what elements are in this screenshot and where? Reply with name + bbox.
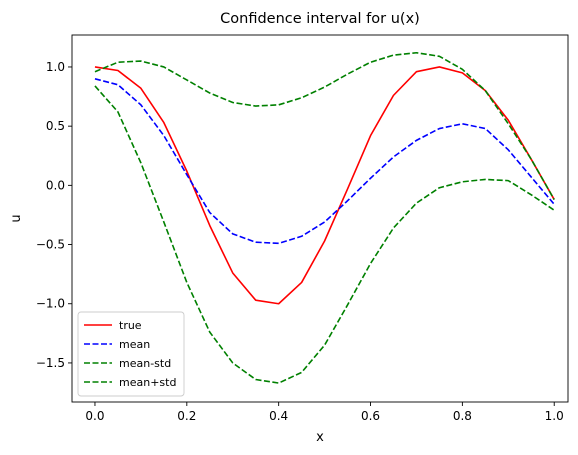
x-tick-label: 0.6 (361, 409, 380, 423)
legend-box (77, 311, 185, 397)
x-tick-label: 1.0 (545, 409, 564, 423)
x-axis: 0.0 0.2 0.4 0.6 0.8 1.0 (85, 402, 564, 423)
legend-label-true: true (119, 319, 142, 332)
plot-frame (71, 34, 569, 403)
x-axis-label: x (316, 430, 324, 445)
y-tick-label: 1.0 (46, 60, 65, 74)
series-line-mean-std (94, 85, 555, 384)
y-tick-label: −1.0 (36, 297, 65, 311)
series-line-true (94, 66, 555, 305)
y-tick-label: 0.0 (46, 178, 65, 192)
series-line-mean (94, 78, 555, 245)
x-tick-label: 0.4 (269, 409, 288, 423)
y-tick-label: −0.5 (36, 238, 65, 252)
y-axis: 1.0 0.5 0.0 −0.5 −1.0 −1.5 (36, 60, 72, 370)
chart-title: Confidence interval for u(x) (220, 11, 420, 27)
series-line-mean+std (94, 51, 555, 200)
y-tick-label: −1.5 (36, 356, 65, 370)
legend-label-mean: mean (119, 338, 150, 351)
legend: true mean mean-std mean+std (77, 311, 185, 397)
y-tick-label: 0.5 (46, 119, 65, 133)
x-tick-label: 0.0 (85, 409, 104, 423)
y-axis-label: u (9, 214, 24, 222)
legend-label-mean-std: mean-std (119, 357, 171, 370)
x-tick-label: 0.2 (177, 409, 196, 423)
x-tick-label: 0.8 (453, 409, 472, 423)
legend-label-mean+std: mean+std (119, 376, 176, 389)
